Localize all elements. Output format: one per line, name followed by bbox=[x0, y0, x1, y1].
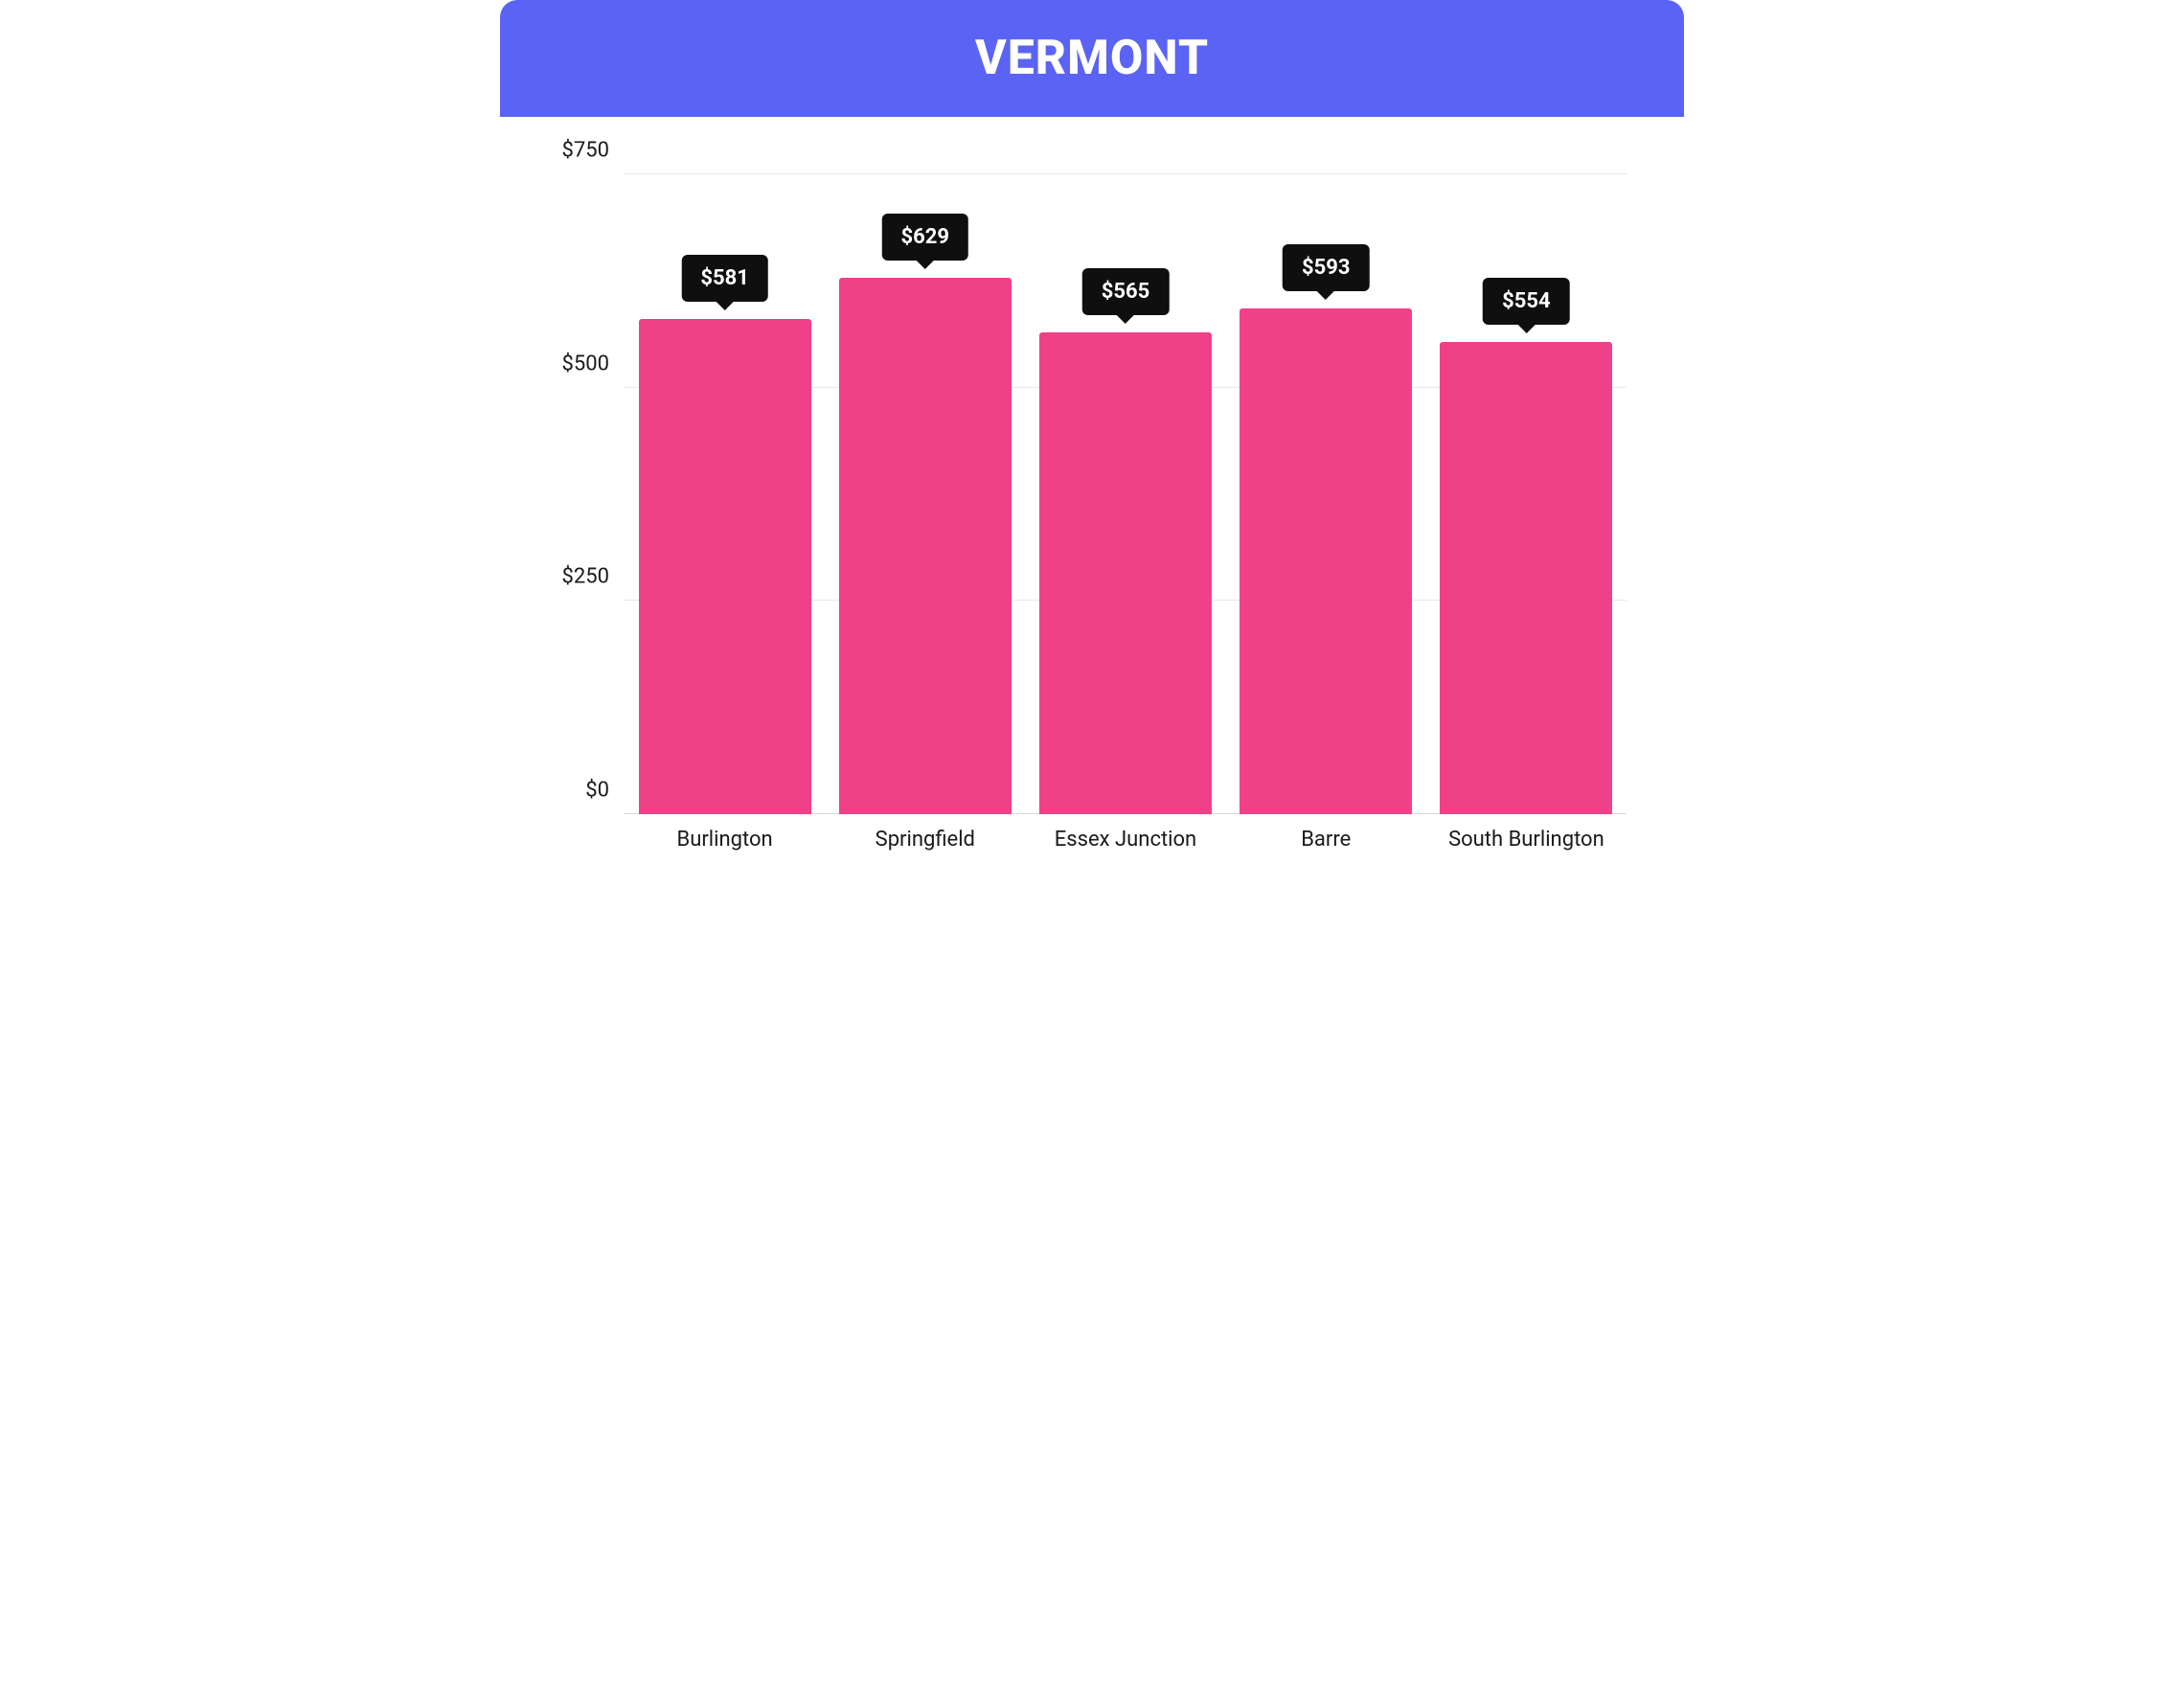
bar-slot: $565 bbox=[1025, 174, 1225, 814]
x-tick-label: Essex Junction bbox=[1025, 828, 1225, 852]
x-axis-labels: BurlingtonSpringfieldEssex JunctionBarre… bbox=[625, 814, 1627, 852]
bar: $629 bbox=[839, 278, 1012, 814]
bar-slot: $629 bbox=[825, 174, 1025, 814]
y-tick-label: $0 bbox=[585, 779, 625, 803]
x-tick-label: Burlington bbox=[625, 828, 825, 852]
bar-value-tooltip: $593 bbox=[1283, 244, 1370, 291]
bar-slot: $554 bbox=[1426, 174, 1627, 814]
bar-value-tooltip: $629 bbox=[882, 214, 969, 261]
bar: $565 bbox=[1039, 332, 1212, 814]
bars-group: $581$629$565$593$554 bbox=[625, 174, 1627, 814]
x-tick-label: Barre bbox=[1226, 828, 1426, 852]
bar: $581 bbox=[639, 319, 811, 814]
x-tick-label: Springfield bbox=[825, 828, 1025, 852]
bar: $554 bbox=[1440, 342, 1612, 814]
bar: $593 bbox=[1240, 308, 1412, 814]
bar-value-tooltip: $565 bbox=[1082, 268, 1170, 315]
chart-header: VERMONT bbox=[500, 0, 1684, 117]
plot-area: $0$250$500$750$581$629$565$593$554 bbox=[625, 174, 1627, 814]
y-tick-label: $500 bbox=[562, 352, 625, 375]
x-tick-label: South Burlington bbox=[1426, 828, 1627, 852]
chart-body: $0$250$500$750$581$629$565$593$554 Burli… bbox=[500, 117, 1684, 890]
bar-slot: $593 bbox=[1226, 174, 1426, 814]
bar-slot: $581 bbox=[625, 174, 825, 814]
y-tick-label: $250 bbox=[562, 565, 625, 589]
chart-container: VERMONT $0$250$500$750$581$629$565$593$5… bbox=[500, 0, 1684, 890]
bar-value-tooltip: $581 bbox=[681, 255, 768, 302]
chart-title: VERMONT bbox=[500, 31, 1684, 86]
bar-value-tooltip: $554 bbox=[1483, 278, 1570, 325]
y-tick-label: $750 bbox=[562, 139, 625, 163]
